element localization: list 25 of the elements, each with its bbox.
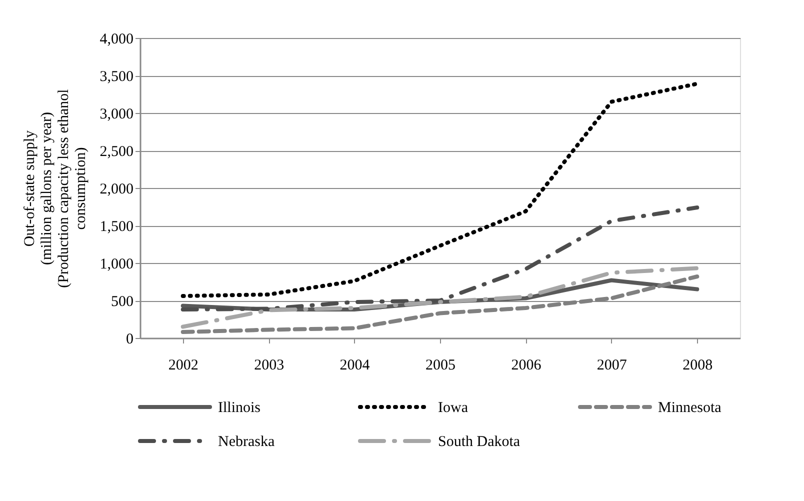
y-axis-title: Out-of-state supply (million gallons per year) (Production capacity less ethanol consumption): [22, 89, 89, 288]
y-tick-label: 0: [126, 332, 134, 348]
y-tick-label: 4,000: [100, 32, 134, 48]
legend-label: Nebraska: [218, 434, 275, 450]
legend-label: South Dakota: [438, 434, 520, 450]
y-tick-label: 3,500: [100, 69, 134, 85]
y-tick-label: 1,000: [100, 256, 134, 272]
x-tick-label: 2008: [682, 358, 713, 374]
y-tick-label: 2,000: [100, 182, 134, 198]
line-series: [180, 206, 700, 312]
legend-label: Minnesota: [658, 400, 722, 416]
line-series: [180, 266, 700, 329]
legend-label: Illinois: [218, 400, 261, 416]
x-tick-label: 2007: [596, 358, 628, 374]
y-tick-label: 2,500: [100, 144, 134, 160]
y-tick-label: 3,000: [100, 106, 134, 122]
y-tick-label: 500: [111, 294, 134, 310]
x-tick-label: 2006: [511, 358, 542, 374]
x-tick-label: 2002: [168, 358, 198, 374]
line-series: [180, 82, 700, 298]
x-tick-label: 2003: [254, 358, 284, 374]
x-tick-label: 2004: [340, 358, 370, 374]
x-tick-label: 2005: [426, 358, 456, 374]
y-tick-label: 1,500: [100, 219, 134, 235]
legend-label: Iowa: [438, 400, 468, 416]
